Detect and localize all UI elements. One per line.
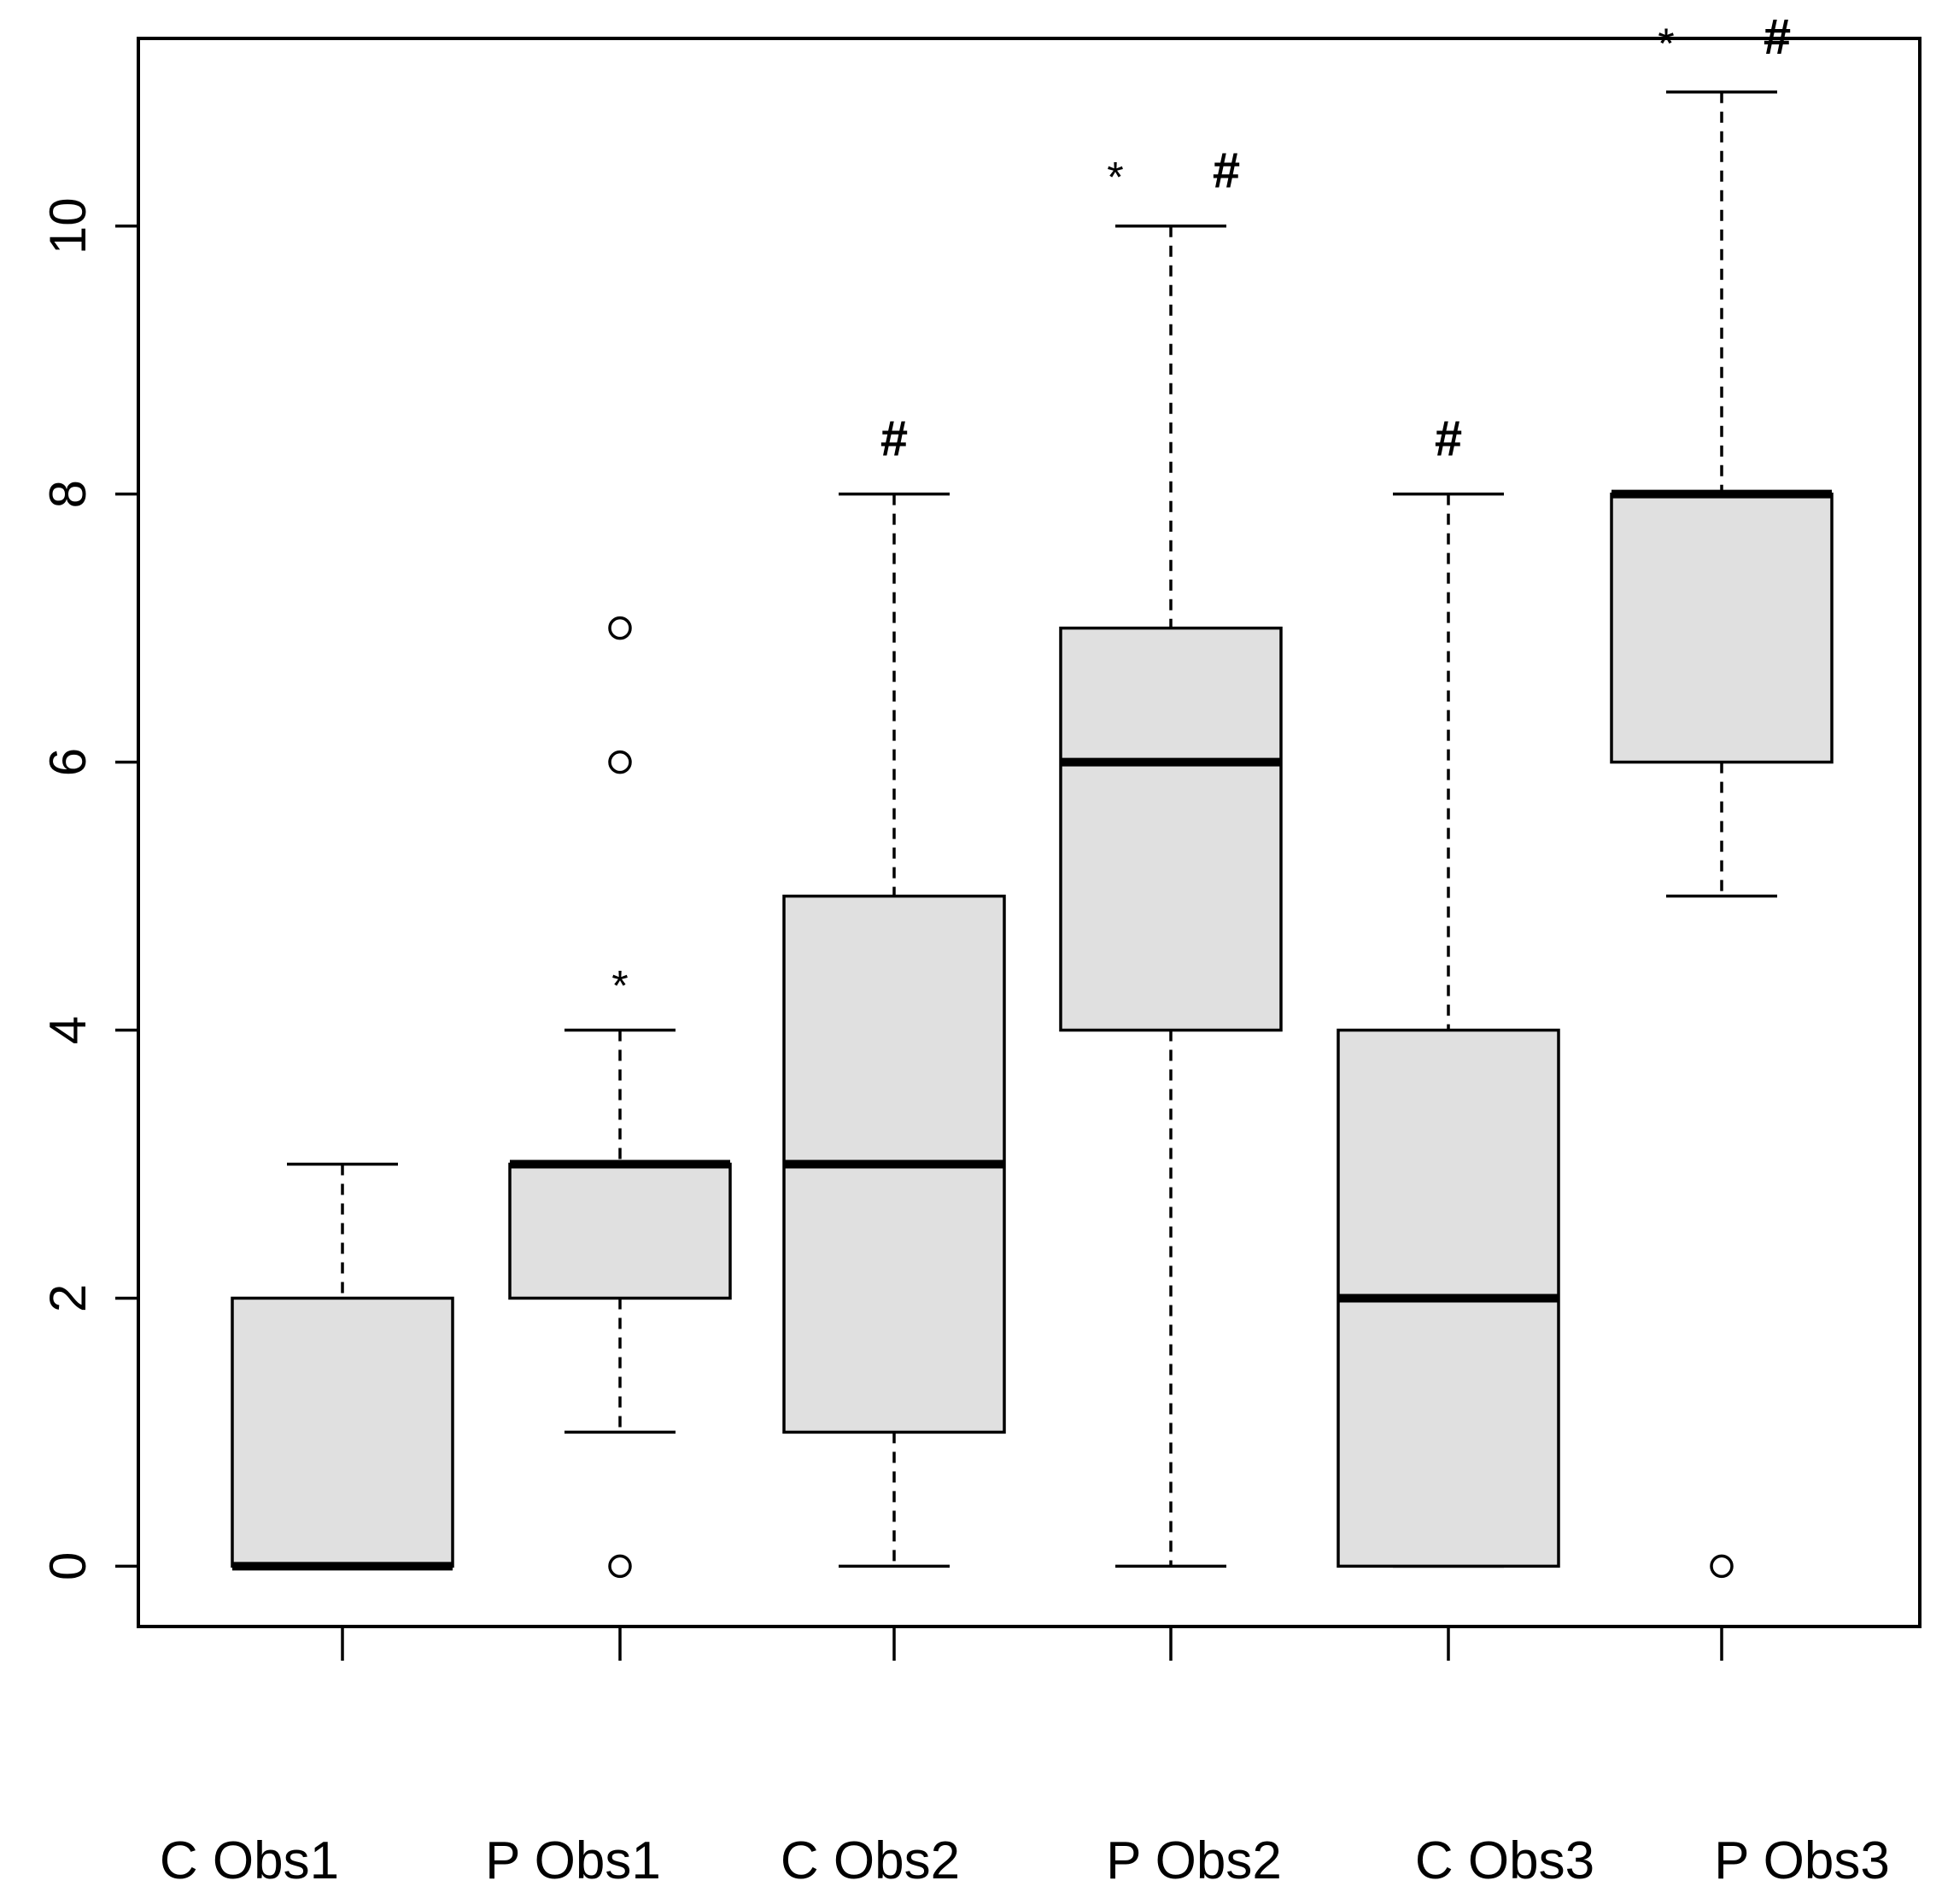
box-group-3: #	[782, 412, 1006, 1568]
x-tick-label: P Obs1	[485, 1831, 661, 1890]
x-tick-label: C Obs1	[160, 1831, 339, 1890]
y-axis: 0 2 4 6 8 10	[39, 197, 138, 1580]
outlier-point	[608, 1554, 632, 1579]
box-iqr	[1059, 626, 1283, 1032]
y-tick-label: 0	[39, 1552, 97, 1580]
outlier-point	[608, 616, 632, 640]
y-tick-label: 6	[39, 748, 97, 776]
x-tick-label: C Obs3	[1415, 1831, 1594, 1890]
x-tick-label: P Obs2	[1106, 1831, 1282, 1890]
x-tick-label: C Obs2	[781, 1831, 960, 1890]
significance-star: *	[1107, 154, 1123, 201]
y-tick-label: 2	[39, 1284, 97, 1312]
box-groups: *#* ##* #	[231, 9, 1834, 1579]
significance-star: *	[611, 962, 628, 1010]
box-group-5: #	[1337, 412, 1560, 1568]
box-iqr	[1610, 492, 1834, 764]
outlier-point	[608, 750, 632, 774]
box-group-2: *	[508, 616, 732, 1579]
significance-hash: #	[880, 412, 908, 467]
significance-hash: #	[1435, 412, 1462, 467]
box-group-4: * #	[1059, 143, 1283, 1568]
x-axis: C Obs1 P Obs1 C Obs2 P Obs2 C Obs3 P Obs3	[160, 1627, 1890, 1890]
significance-hash: #	[1213, 143, 1240, 199]
box-group-1	[231, 1162, 454, 1571]
y-tick-label: 4	[39, 1016, 97, 1044]
outlier-point	[1710, 1554, 1734, 1579]
y-tick-label: 10	[39, 197, 97, 254]
box-iqr	[231, 1296, 454, 1568]
significance-hash: #	[1764, 9, 1791, 65]
significance-star: *	[1658, 20, 1674, 67]
y-tick-label: 8	[39, 480, 97, 508]
box-iqr	[508, 1162, 732, 1300]
box-group-6: * #	[1610, 9, 1834, 1579]
plot-frame	[137, 37, 1922, 1628]
x-tick-label: P Obs3	[1714, 1831, 1890, 1890]
